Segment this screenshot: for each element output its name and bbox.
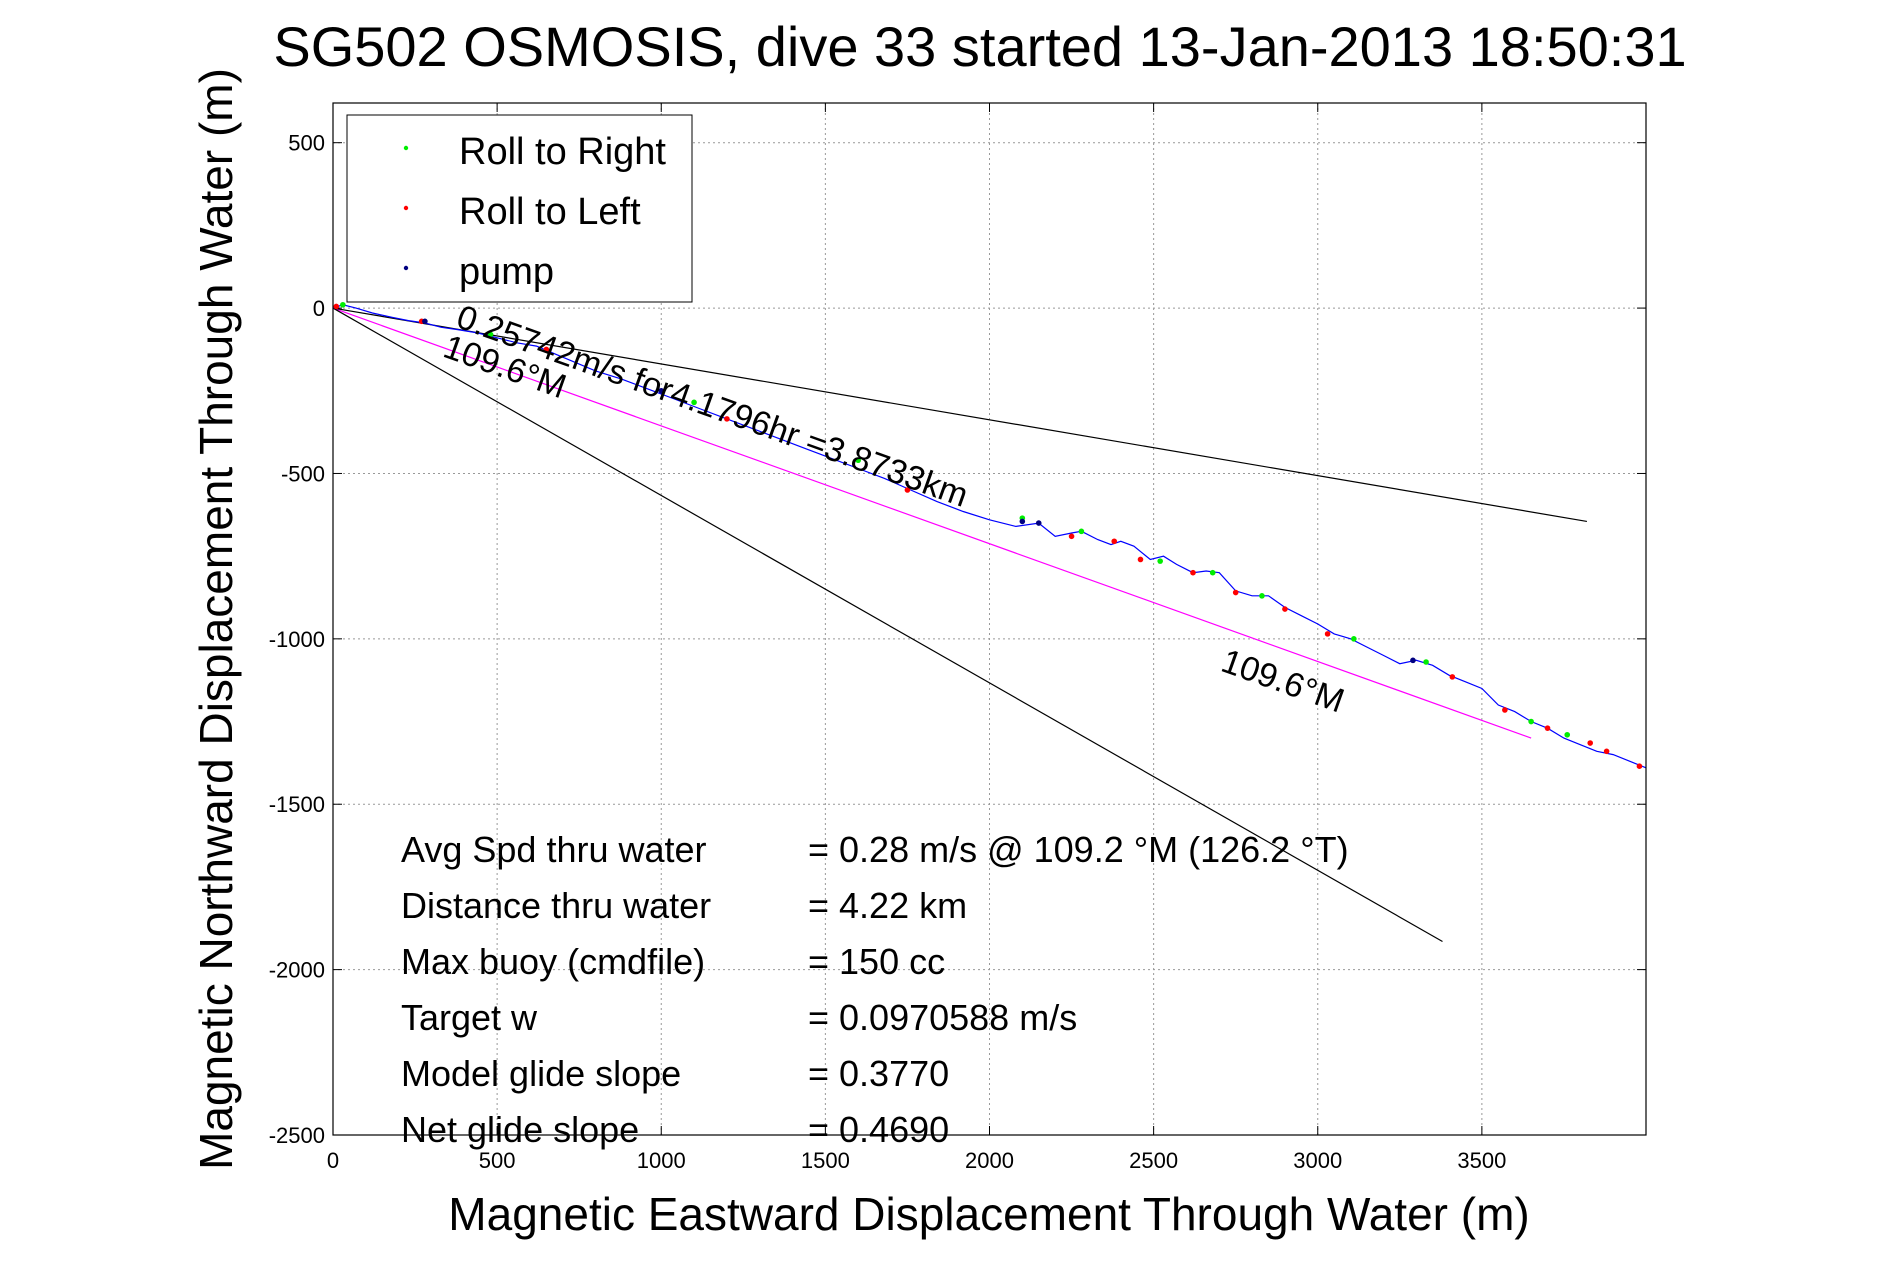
roll-right-point bbox=[340, 301, 346, 308]
roll-right-point bbox=[1157, 558, 1163, 564]
stat-value: = 150 cc bbox=[808, 941, 945, 982]
stat-label: Net glide slope bbox=[401, 1109, 639, 1150]
roll-left-point bbox=[1111, 538, 1118, 545]
stat-label: Distance thru water bbox=[401, 885, 711, 926]
y-tick-label: 0 bbox=[313, 296, 325, 321]
roll-right-point bbox=[1423, 659, 1429, 665]
roll-right-point bbox=[1078, 528, 1085, 535]
stat-value: = 0.28 m/s @ 109.2 °M (126.2 °T) bbox=[808, 829, 1349, 870]
stat-label: Max buoy (cmdfile) bbox=[401, 941, 705, 982]
stat-value: = 0.0970588 m/s bbox=[808, 997, 1077, 1038]
x-ticks: 0 500 1000 1500 2000 2500 3000 3500 bbox=[327, 103, 1506, 1173]
roll-left-point bbox=[1587, 740, 1593, 746]
chart-title: SG502 OSMOSIS, dive 33 started 13-Jan-20… bbox=[273, 15, 1686, 78]
y-axis-label: Magnetic Northward Displacement Through … bbox=[190, 68, 242, 1170]
roll-left-point bbox=[1544, 725, 1551, 731]
pump-point bbox=[422, 318, 428, 325]
legend-label: pump bbox=[459, 251, 554, 293]
roll-right-point bbox=[855, 457, 861, 464]
x-tick-label: 3500 bbox=[1457, 1148, 1506, 1173]
roll-left-point bbox=[1636, 763, 1643, 769]
roll-left-point bbox=[333, 303, 340, 310]
y-tick-label: -1000 bbox=[269, 627, 325, 652]
y-tick-label: -500 bbox=[281, 461, 325, 486]
y-tick-label: 500 bbox=[288, 131, 325, 156]
x-tick-label: 2500 bbox=[1129, 1148, 1178, 1173]
roll-left-point bbox=[724, 416, 730, 422]
pump-point bbox=[1410, 657, 1416, 664]
roll-left-point bbox=[1232, 589, 1239, 596]
stats-block: Avg Spd thru water = 0.28 m/s @ 109.2 °M … bbox=[401, 829, 1349, 1150]
series bbox=[332, 301, 1647, 769]
roll-right-point bbox=[1564, 731, 1571, 738]
pump-point bbox=[1035, 520, 1042, 526]
x-tick-label: 2000 bbox=[965, 1148, 1014, 1173]
legend-label: Roll to Right bbox=[459, 131, 666, 173]
roll-left-point bbox=[1137, 556, 1144, 563]
roll-left-point bbox=[1068, 533, 1075, 540]
plot-frame bbox=[332, 102, 1647, 1136]
x-tick-label: 1500 bbox=[801, 1148, 850, 1173]
y-tick-label: -2000 bbox=[269, 958, 325, 983]
reference-line-lower-bound bbox=[332, 307, 1443, 943]
legend-marker bbox=[403, 145, 409, 151]
x-tick-label: 500 bbox=[479, 1148, 516, 1173]
y-tick-label: -2500 bbox=[269, 1123, 325, 1148]
pump-point bbox=[658, 387, 665, 394]
stat-label: Target w bbox=[401, 997, 538, 1038]
roll-left-point bbox=[1190, 569, 1196, 576]
roll-right-point bbox=[1351, 636, 1357, 642]
legend: Roll to Right Roll to Left pump bbox=[346, 114, 693, 303]
x-tick-label: 1000 bbox=[637, 1148, 686, 1173]
stat-value: = 0.4690 bbox=[808, 1109, 949, 1150]
roll-left-point bbox=[1282, 606, 1288, 612]
legend-label: Roll to Left bbox=[459, 191, 641, 233]
roll-left-point bbox=[1603, 748, 1610, 755]
x-axis-label: Magnetic Eastward Displacement Through W… bbox=[448, 1188, 1529, 1240]
x-tick-label: 0 bbox=[327, 1148, 339, 1173]
reference-line-upper-bound bbox=[332, 307, 1588, 523]
y-ticks: 500 0 -500 -1000 -1500 -2000 -2500 bbox=[269, 131, 1646, 1148]
roll-right-point bbox=[691, 399, 697, 406]
roll-right-point bbox=[487, 331, 494, 338]
y-tick-label: -1500 bbox=[269, 792, 325, 817]
legend-marker bbox=[403, 205, 409, 211]
roll-right-point bbox=[1528, 718, 1534, 725]
roll-left-point bbox=[904, 487, 911, 493]
roll-left-point bbox=[543, 346, 550, 353]
reference-lines bbox=[332, 307, 1588, 943]
stat-value: = 0.3770 bbox=[808, 1053, 949, 1094]
roll-left-point bbox=[1324, 631, 1331, 637]
roll-right-point bbox=[1259, 593, 1265, 599]
x-tick-label: 3000 bbox=[1293, 1148, 1342, 1173]
roll-left-point bbox=[1449, 674, 1456, 680]
stat-label: Avg Spd thru water bbox=[401, 829, 707, 870]
roll-right-point bbox=[1209, 569, 1216, 576]
pump-point bbox=[1019, 518, 1026, 525]
stat-label: Model glide slope bbox=[401, 1053, 681, 1094]
roll-left-point bbox=[1502, 707, 1508, 713]
stat-value: = 4.22 km bbox=[808, 885, 967, 926]
legend-marker bbox=[403, 265, 409, 271]
reference-line-heading-line bbox=[332, 307, 1532, 739]
